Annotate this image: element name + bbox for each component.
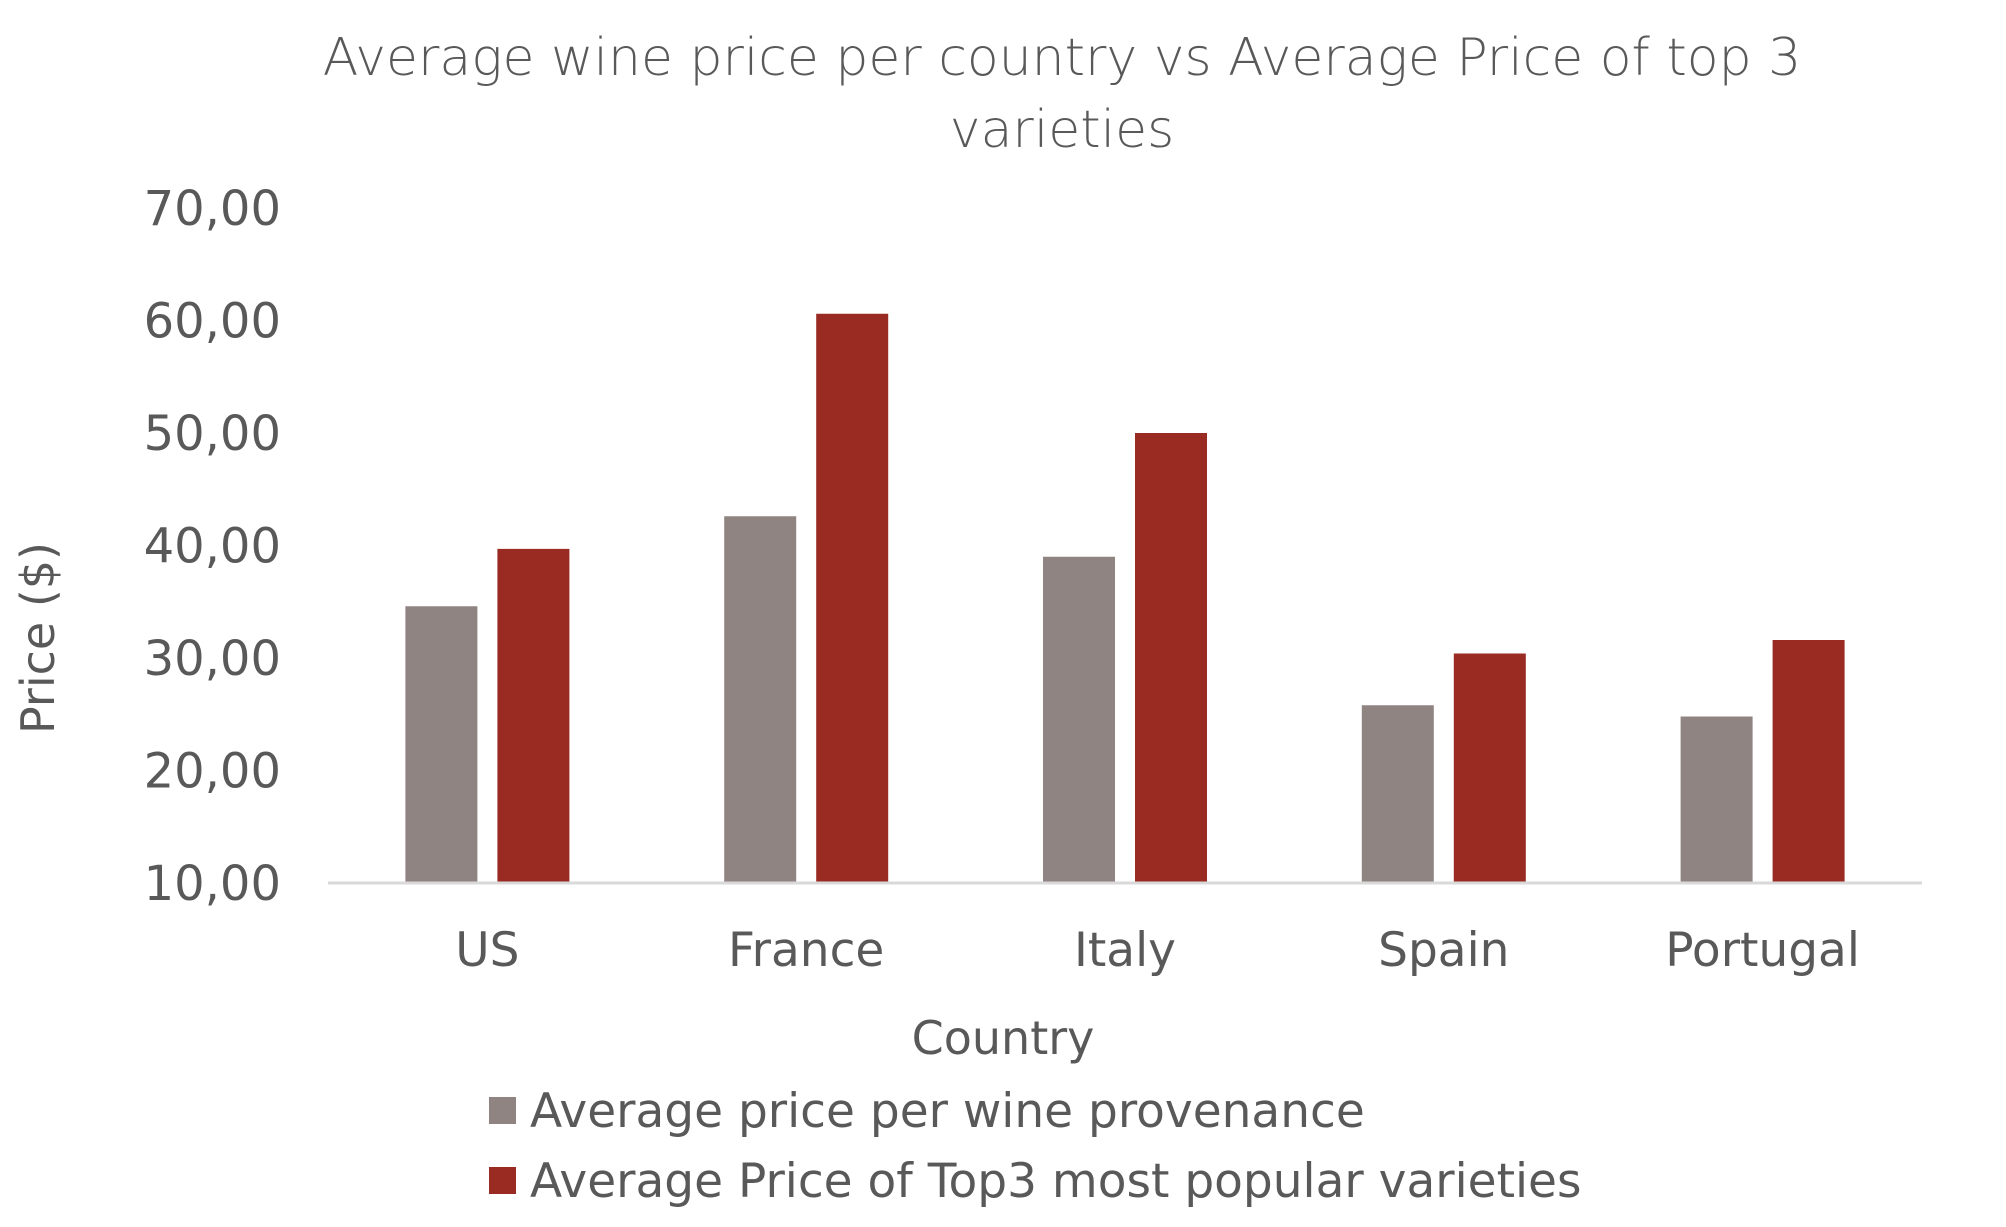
bar-series2-italy (1135, 433, 1207, 883)
legend-label: Average price per wine provenance (530, 1084, 1365, 1139)
y-tick-label: 10,00 (144, 856, 281, 912)
y-tick-label: 20,00 (144, 744, 281, 800)
bar-series1-portugal (1680, 716, 1753, 883)
bar-series1-spain (1361, 705, 1434, 883)
bar-series2-us (497, 548, 570, 883)
legend-swatch (489, 1097, 516, 1124)
bar-series2-france (816, 313, 889, 883)
x-tick-label: US (455, 923, 519, 978)
legend-swatch (489, 1167, 516, 1194)
chart-title-line-2: varieties (950, 100, 1174, 160)
x-tick-label: Italy (1074, 923, 1176, 978)
y-tick-label: 40,00 (144, 519, 281, 575)
y-tick-label: 70,00 (144, 181, 281, 237)
chart-title-line-1: Average wine price per country vs Averag… (323, 28, 1801, 88)
bar-series2-spain (1453, 653, 1526, 883)
x-tick-label: Portugal (1665, 923, 1860, 978)
bar-series1-france (724, 516, 797, 883)
x-tick-label: France (728, 923, 884, 978)
y-axis-ticks: 10,00 20,00 30,00 40,00 50,00 60,00 70,00 (144, 181, 281, 912)
bar-series1-us (405, 606, 478, 883)
legend: Average price per wine provenance Average… (489, 1084, 1581, 1209)
y-axis-title: Price ($) (11, 542, 65, 734)
bar-series1-italy (1043, 556, 1115, 883)
y-tick-label: 30,00 (144, 631, 281, 687)
x-axis-title: Country (912, 1011, 1095, 1065)
chart-title: Average wine price per country vs Averag… (323, 28, 1801, 160)
y-tick-label: 60,00 (144, 294, 281, 350)
bar-series2-portugal (1772, 640, 1845, 883)
legend-label: Average Price of Top3 most popular varie… (530, 1154, 1581, 1209)
bars (405, 313, 1845, 883)
x-axis-ticks: US France Italy Spain Portugal (455, 923, 1860, 978)
y-tick-label: 50,00 (144, 406, 281, 462)
x-tick-label: Spain (1378, 923, 1509, 978)
